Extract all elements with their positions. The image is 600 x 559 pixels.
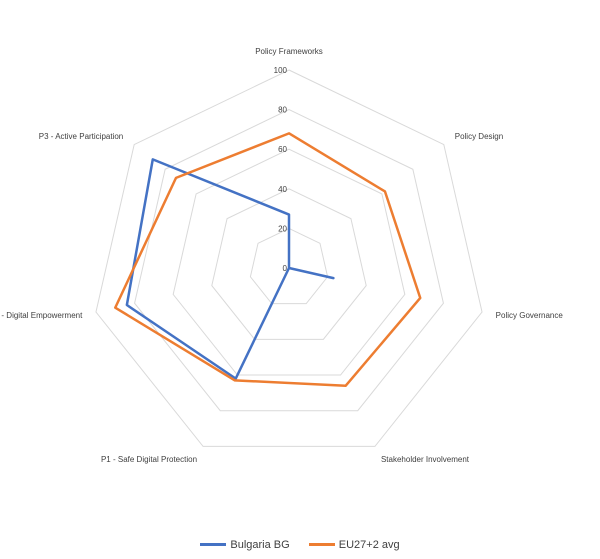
grid-ring xyxy=(95,69,483,447)
radial-tick-labels: 0 20 40 60 80 100 xyxy=(274,66,288,273)
tick-label: 100 xyxy=(274,66,288,75)
grid-ring xyxy=(134,109,444,412)
legend-label-bulgaria: Bulgaria BG xyxy=(230,538,290,551)
axis-label: Policy Governance xyxy=(496,311,564,320)
legend-swatch-bulgaria xyxy=(200,543,227,546)
tick-label: 80 xyxy=(278,106,287,115)
tick-label: 20 xyxy=(278,224,287,233)
legend-swatch-eu-avg xyxy=(308,543,335,546)
axis-label: Stakeholder Involvement xyxy=(381,455,470,464)
tick-label: 40 xyxy=(278,185,287,194)
axis-label: Policy Frameworks xyxy=(255,47,323,56)
legend-item-eu-avg: EU27+2 avg xyxy=(308,538,400,551)
axis-labels: Policy Frameworks Policy Design Policy Gov… xyxy=(0,47,563,464)
tick-label: 0 xyxy=(283,264,288,273)
legend: Bulgaria BG EU27+2 avg xyxy=(0,537,600,551)
legend-item-bulgaria: Bulgaria BG xyxy=(200,538,290,551)
series-line-0 xyxy=(125,158,335,380)
radar-chart: Policy Frameworks Policy Design Policy Gov… xyxy=(0,47,563,464)
grid-ring xyxy=(249,227,329,305)
axis-label: P2 - Digital Empowerment xyxy=(0,311,83,320)
series-line-1 xyxy=(114,132,422,387)
axis-label: Policy Design xyxy=(455,132,503,141)
grid-ring xyxy=(172,148,406,376)
legend-label-eu-avg: EU27+2 avg xyxy=(338,538,400,551)
axis-label: P1 - Safe Digital Protection xyxy=(101,455,197,464)
tick-label: 60 xyxy=(278,145,287,154)
radar-grid xyxy=(95,69,483,447)
axis-label: P3 - Active Participation xyxy=(39,132,123,141)
data-series xyxy=(114,132,422,387)
grid-ring xyxy=(211,188,367,340)
